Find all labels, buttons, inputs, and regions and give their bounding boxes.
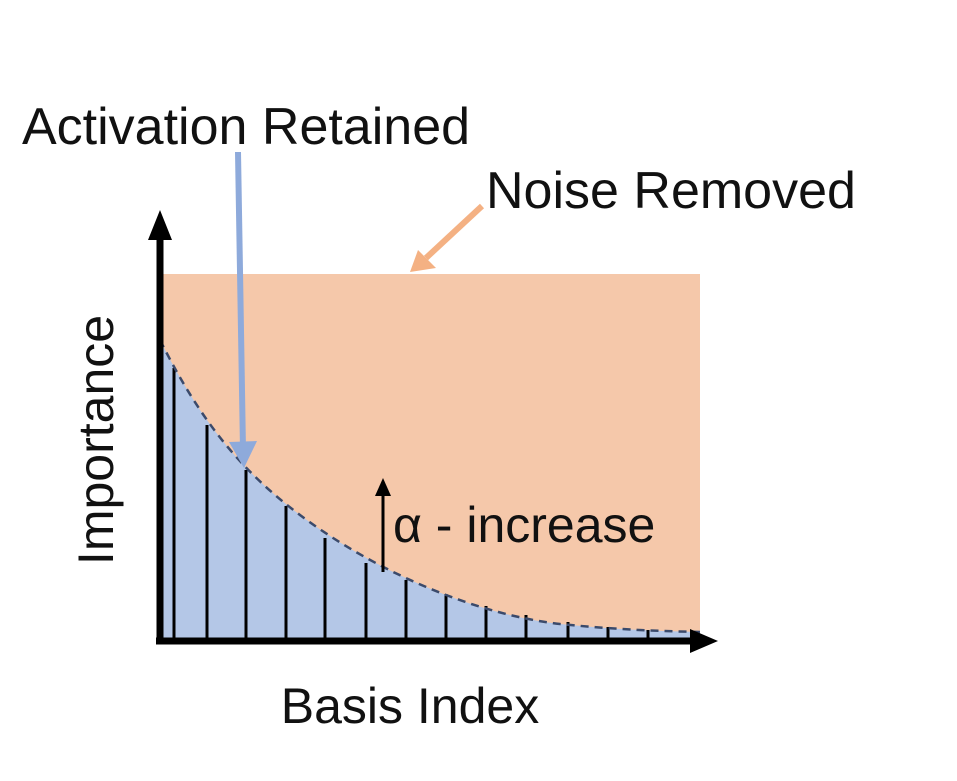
removed-arrow [423, 203, 485, 261]
retained-arrow [235, 151, 246, 451]
x-axis-label: Basis Index [281, 678, 539, 734]
retained-arrowhead [229, 441, 257, 468]
alpha-increase-label: α - increase [393, 497, 655, 553]
activation-retained-label: Activation Retained [22, 98, 470, 156]
alpha-arrowhead [375, 478, 391, 496]
removed-arrowhead [410, 250, 436, 272]
decay-curve [158, 339, 701, 634]
x-axis-arrowhead [690, 629, 718, 653]
retained-region [160, 340, 700, 640]
noise-removed-label: Noise Removed [486, 162, 856, 220]
y-axis-label: Importance [68, 315, 124, 565]
y-axis-arrowhead [148, 210, 172, 240]
